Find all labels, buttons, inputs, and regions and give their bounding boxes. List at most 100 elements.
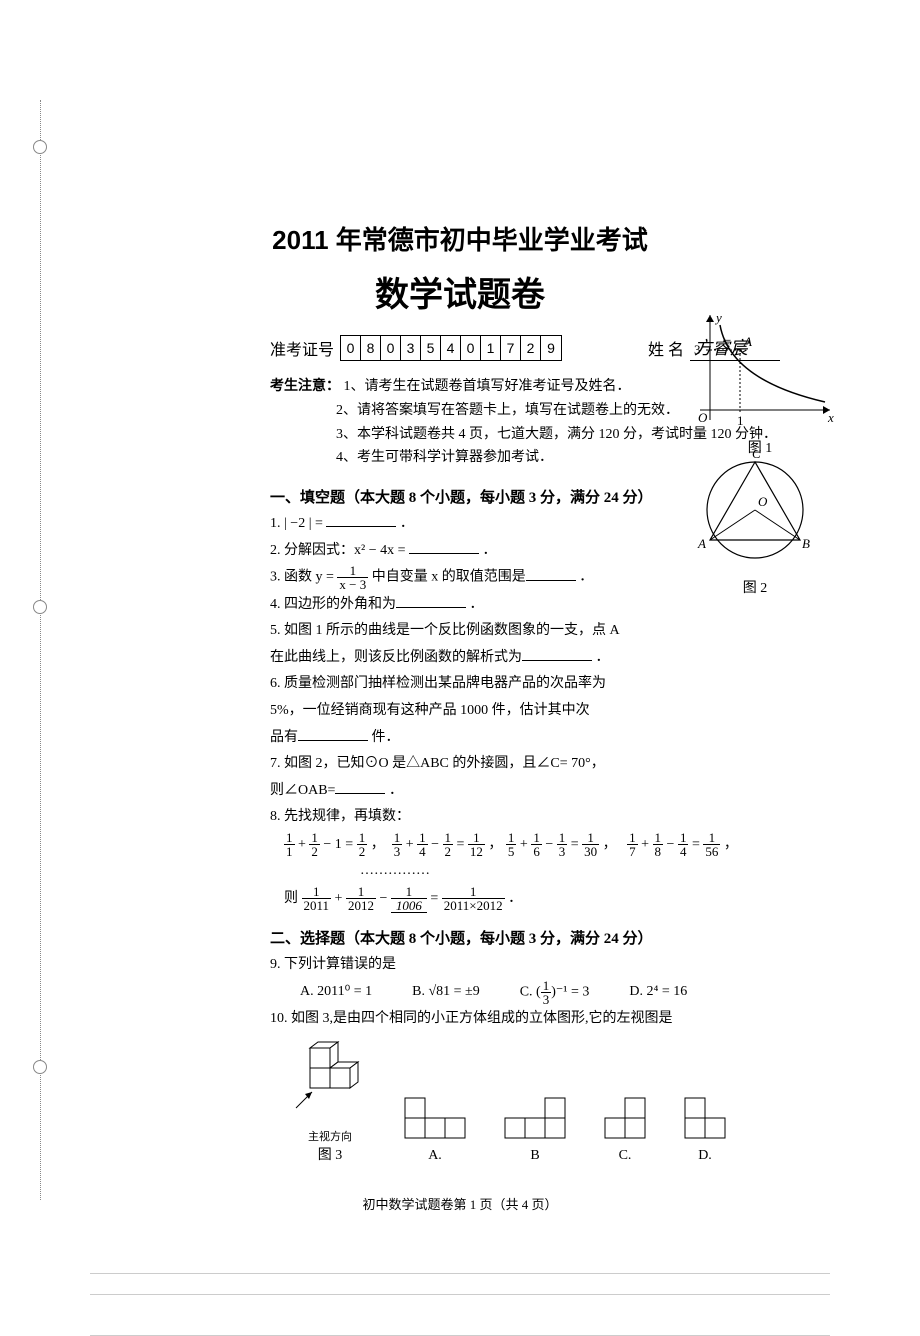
choice-c-text: C. ( [520, 984, 541, 999]
figure-1: 3 1 O x y A 图 1 [680, 310, 840, 457]
choice-c-text2: )⁻¹ = 3 [551, 984, 589, 999]
svg-text:3: 3 [694, 342, 701, 357]
exam-title: 2011 年常德市初中毕业学业考试 [90, 220, 830, 257]
q5-text-a: 5. 如图 1 所示的曲线是一个反比例函数图象的一支，点 A [270, 623, 620, 638]
id-digit[interactable]: 2 [521, 336, 541, 360]
blank[interactable] [326, 513, 396, 527]
blank[interactable] [522, 647, 592, 661]
q8-final: 则 12011 + 12012 − 11006 = 12011×2012 ． [284, 891, 522, 906]
q6-text-a: 6. 质量检测部门抽样检测出某品牌电器产品的次品率为 [270, 676, 606, 691]
notice-line: 1、请考生在试题卷首填写好准考证号及姓名． [344, 379, 631, 394]
question-1: 1. | −2 | = ． [270, 511, 830, 538]
figure-3-label: 图 3 [290, 1144, 370, 1164]
choice-c[interactable]: C. (13)⁻¹ = 3 [520, 979, 590, 1006]
q6-text-c: 品有 [270, 730, 298, 745]
question-3: 3. 函数 y = 1x − 3 中自变量 x 的取值范围是 ． [270, 564, 830, 591]
choice-label: B [500, 1148, 570, 1164]
divider [90, 1273, 830, 1274]
id-digit[interactable]: 7 [501, 336, 521, 360]
notice-head: 考生注意： [270, 379, 340, 394]
id-digit[interactable]: 1 [481, 336, 501, 360]
q4-text: 4. 四边形的外角和为 [270, 597, 396, 612]
choice-d[interactable]: D. 2⁴ = 16 [629, 979, 687, 1006]
numerator: 1 [346, 885, 376, 899]
figure-1-svg: 3 1 O x y A [680, 310, 840, 430]
id-digit[interactable]: 3 [401, 336, 421, 360]
question-5: 5. 如图 1 所示的曲线是一个反比例函数图象的一支，点 A 在此曲线上，则该反… [270, 618, 830, 671]
question-4: 4. 四边形的外角和为 ． [270, 592, 830, 619]
q7-text-a: 7. 如图 2，已知⊙O 是△ABC 的外接圆，且∠C= 70°， [270, 756, 605, 771]
q6-text-b: 5%，一位经销商现有这种产品 1000 件，估计其中次 [270, 703, 590, 718]
q5-text-b: 在此曲线上，则该反比例函数的解析式为 [270, 650, 522, 665]
choice-c-figure[interactable]: C. [600, 1093, 650, 1164]
question-6: 6. 质量检测部门抽样检测出某品牌电器产品的次品率为 5%，一位经销商现有这种产… [270, 671, 830, 751]
id-boxes: 0 8 0 3 5 4 0 1 7 2 9 [340, 335, 562, 361]
id-digit[interactable]: 0 [461, 336, 481, 360]
id-digit[interactable]: 9 [541, 336, 561, 360]
blank[interactable] [526, 567, 576, 581]
svg-text:1: 1 [737, 413, 744, 428]
id-digit[interactable]: 0 [381, 336, 401, 360]
choice-b-figure[interactable]: B [500, 1093, 570, 1164]
denominator: 3 [541, 993, 552, 1006]
blank[interactable] [409, 540, 479, 554]
q2-text: 2. 分解因式：x² − 4x = [270, 543, 409, 558]
id-digit[interactable]: 4 [441, 336, 461, 360]
choice-a-figure[interactable]: A. [400, 1093, 470, 1164]
question-7: 7. 如图 2，已知⊙O 是△ABC 的外接圆，且∠C= 70°， 则∠OAB=… [270, 751, 830, 804]
binding-hole [33, 140, 47, 154]
exam-subtitle: 数学试题卷 [90, 267, 830, 316]
exam-page: 2011 年常德市初中毕业学业考试 数学试题卷 准考证号 0 8 0 3 5 4… [90, 100, 830, 1336]
choice-label: D. [680, 1148, 730, 1164]
blank[interactable] [298, 727, 368, 741]
id-label: 准考证号 [270, 336, 334, 360]
q8-equations: 11 + 12 − 1 = 12 ， 13 + 14 − 12 = 112 ， … [284, 837, 738, 852]
blank[interactable] [396, 594, 466, 608]
notice-line: 2、请将答案填写在答题卡上，填写在试题卷上的无效． [336, 399, 679, 423]
choice-b[interactable]: B. √81 = ±9 [412, 979, 480, 1006]
choice-label: A. [400, 1148, 470, 1164]
page-footer: 初中数学试题卷第 1 页（共 4 页） [90, 1194, 830, 1213]
question-9: 9. 下列计算错误的是 A. 2011⁰ = 1 B. √81 = ±9 C. … [270, 952, 830, 1006]
q9-text: 9. 下列计算错误的是 [270, 957, 396, 972]
numerator: 1 [541, 979, 552, 993]
blank[interactable] [335, 780, 385, 794]
question-2: 2. 分解因式：x² − 4x = ． [270, 538, 830, 565]
svg-text:y: y [714, 310, 722, 325]
q10-text: 10. 如图 3,是由四个相同的小正方体组成的立体图形,它的左视图是 [270, 1011, 673, 1026]
id-digit[interactable]: 8 [361, 336, 381, 360]
blank-filled[interactable]: 1006 [391, 899, 427, 913]
view-direction-label: 主视方向 [290, 1128, 370, 1144]
numerator: 1 [302, 885, 332, 899]
q3-text-b: 中自变量 x 的取值范围是 [372, 570, 526, 585]
svg-text:A: A [743, 334, 752, 349]
q7-text-b: 则∠OAB= [270, 783, 335, 798]
fraction: 1x − 3 [337, 564, 368, 591]
id-digit[interactable]: 0 [341, 336, 361, 360]
name-label: 姓 名 [648, 336, 684, 360]
svg-text:C: C [752, 450, 761, 461]
svg-text:O: O [758, 494, 768, 509]
q8-then: 则 [284, 891, 302, 906]
choice-d-figure[interactable]: D. [680, 1093, 730, 1164]
id-digit[interactable]: 5 [421, 336, 441, 360]
figure-3-svg [290, 1038, 370, 1123]
q1-text: 1. | −2 | = [270, 516, 326, 531]
denominator: 2011×2012 [442, 899, 505, 912]
question-10: 10. 如图 3,是由四个相同的小正方体组成的立体图形,它的左视图是 [270, 1006, 830, 1033]
section-2-title: 二、选择题（本大题 8 个小题，每小题 3 分，满分 24 分） [270, 927, 830, 948]
svg-text:x: x [827, 410, 834, 425]
q8-head: 8. 先找规律，再填数： [270, 809, 410, 824]
q6-unit: 件． [368, 730, 400, 745]
q10-figures: 主视方向 图 3 A. B C. D. [290, 1038, 830, 1164]
denominator: x − 3 [337, 578, 368, 591]
notice-line: 4、考生可带科学计算器参加考试． [336, 446, 553, 470]
choice-label: C. [600, 1148, 650, 1164]
question-8: 8. 先找规律，再填数： 11 + 12 − 1 = 12 ， 13 + 14 … [270, 804, 830, 913]
q9-choices: A. 2011⁰ = 1 B. √81 = ±9 C. (13)⁻¹ = 3 D… [300, 979, 830, 1006]
binding-margin-line [40, 100, 42, 1200]
binding-hole [33, 1060, 47, 1074]
choice-a[interactable]: A. 2011⁰ = 1 [300, 979, 372, 1006]
denominator: 2011 [302, 899, 332, 912]
svg-text:O: O [698, 410, 708, 425]
